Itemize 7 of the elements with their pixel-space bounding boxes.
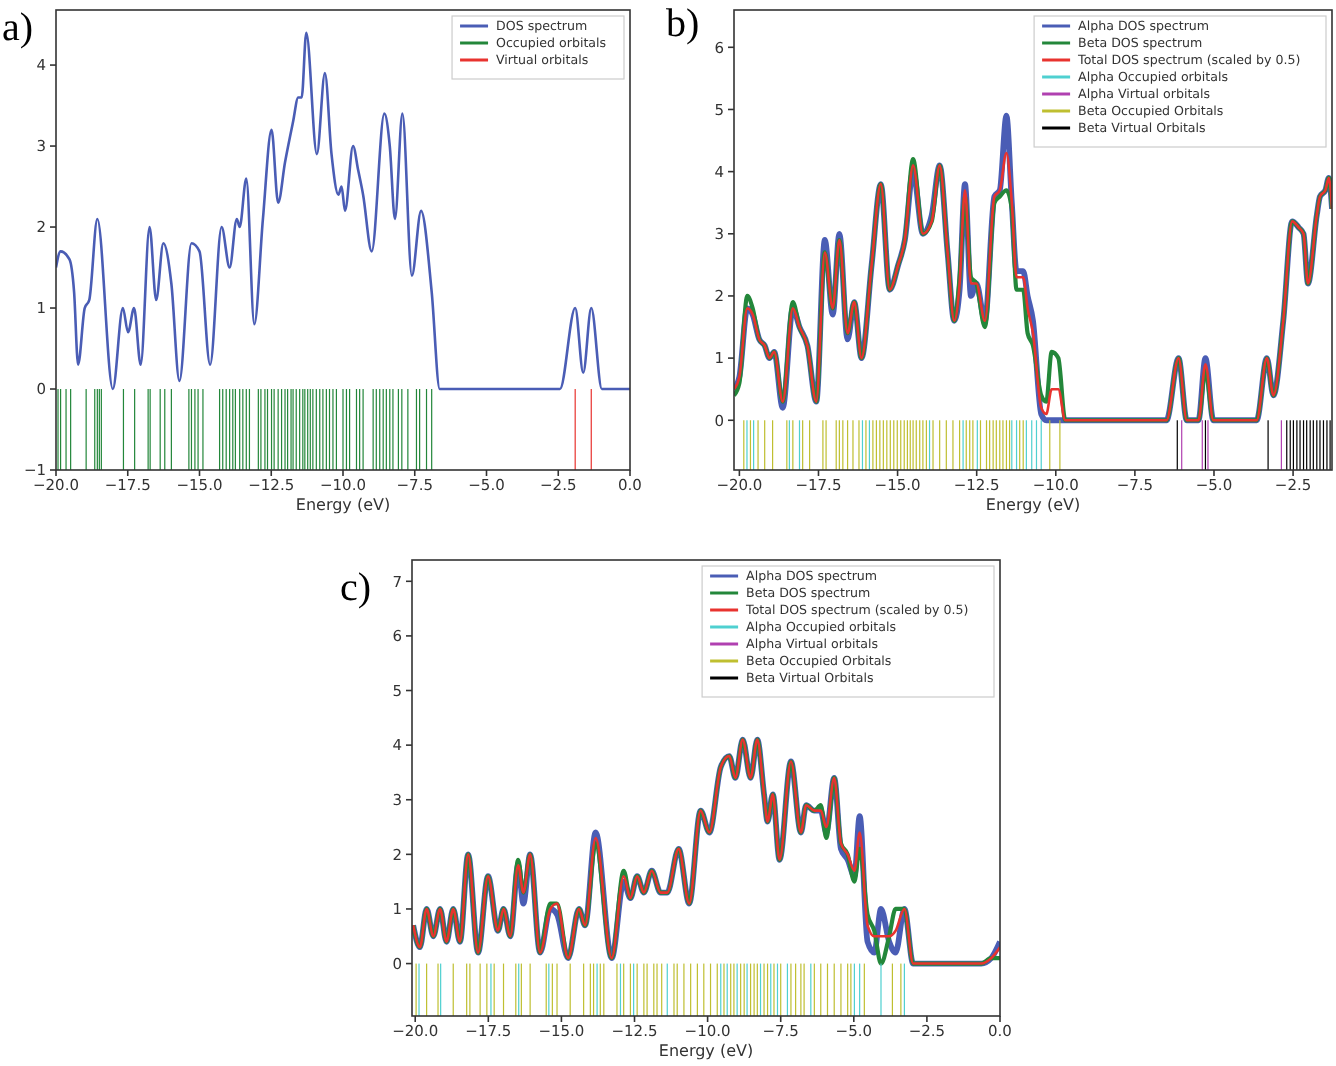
x-axis-title: Energy (eV) <box>295 496 391 514</box>
chart-title: b) <box>666 2 700 46</box>
x-axis-title: Energy (eV) <box>985 496 1081 514</box>
line-series <box>56 31 630 391</box>
x-axis-title: Energy (eV) <box>658 1042 754 1060</box>
chart-title: a) <box>2 6 34 50</box>
chart-title: c) <box>340 566 372 610</box>
